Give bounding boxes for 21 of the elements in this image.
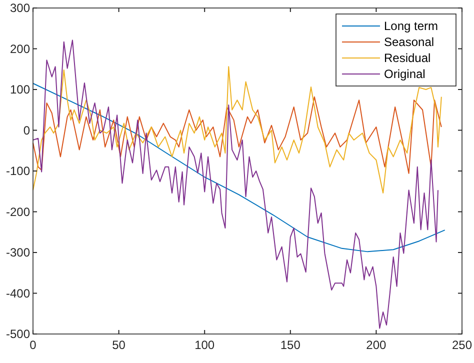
line-series bbox=[32, 96, 442, 174]
x-tick-label: 200 bbox=[366, 338, 387, 352]
line-series bbox=[32, 82, 446, 252]
x-tick-label: 100 bbox=[194, 338, 215, 352]
line-series bbox=[32, 66, 442, 194]
y-tick-label: 100 bbox=[10, 82, 30, 96]
legend-label: Residual bbox=[384, 51, 431, 65]
y-tick-label: 0 bbox=[23, 123, 30, 138]
y-tick-label: -100 bbox=[6, 164, 30, 178]
y-tick-label: 300 bbox=[10, 1, 30, 15]
x-tick-label: 250 bbox=[452, 338, 472, 352]
legend-label: Seasonal bbox=[384, 35, 434, 49]
legend-label: Long term bbox=[384, 19, 438, 33]
x-tick-label: 150 bbox=[280, 338, 301, 352]
y-tick-label: -400 bbox=[6, 286, 30, 300]
legend-label: Original bbox=[384, 67, 426, 81]
y-tick-label: 200 bbox=[10, 42, 30, 56]
y-tick-label: -300 bbox=[6, 246, 30, 260]
y-tick-label: -200 bbox=[6, 204, 30, 219]
y-tick-label: -500 bbox=[6, 327, 30, 341]
x-tick-label: 50 bbox=[112, 338, 126, 352]
